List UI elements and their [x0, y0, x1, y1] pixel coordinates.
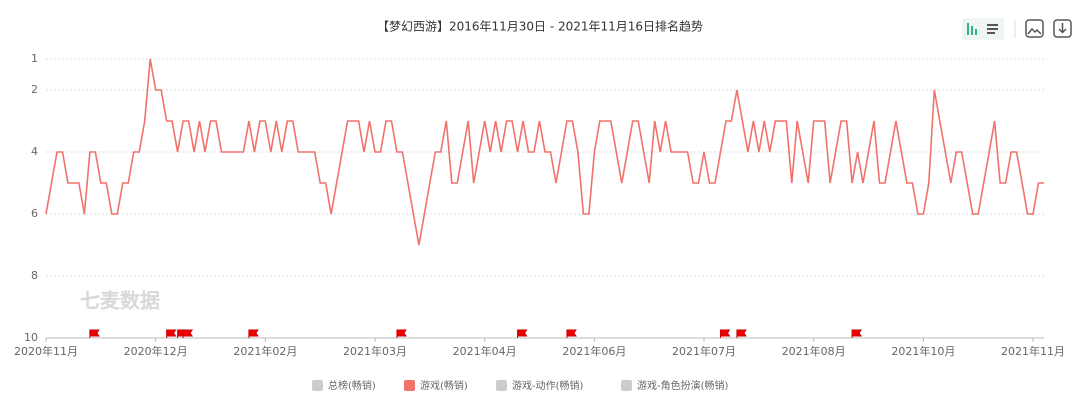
y-tick-label: 2	[31, 83, 38, 96]
icon	[967, 23, 969, 35]
x-tick-label: 2021年06月	[562, 344, 626, 358]
event-flag	[182, 329, 194, 338]
y-tick-label: 6	[31, 207, 38, 220]
event-flag	[248, 329, 259, 338]
image-button[interactable]	[1025, 19, 1044, 38]
line	[45, 58, 1044, 246]
chart-title: 【梦幻西游】2016年11月30日 - 2021年11月16日排名趋势	[377, 19, 703, 34]
y-tick-label: 8	[31, 269, 38, 282]
icon	[987, 24, 998, 26]
event-flag	[566, 329, 577, 338]
download-button[interactable]	[1053, 19, 1072, 38]
legend-label: 游戏-角色扮演(畅销)	[637, 379, 729, 392]
legend-label: 游戏(畅销)	[420, 379, 468, 392]
x-tick-label: 2021年03月	[343, 344, 407, 358]
x-tick-label: 2021年04月	[453, 344, 517, 358]
icon	[975, 29, 977, 35]
legend-label: 游戏-动作(畅销)	[512, 379, 584, 392]
legend-swatch	[621, 380, 632, 391]
x-tick-label: 2020年12月	[124, 344, 188, 358]
legend-swatch	[404, 380, 415, 391]
y-tick-label: 10	[24, 331, 38, 344]
event-flag	[89, 329, 100, 338]
x-tick-label: 2021年10月	[891, 344, 955, 358]
legend-swatch	[312, 380, 323, 391]
watermark: 七麦数据	[80, 289, 160, 313]
icon	[987, 28, 998, 30]
toolbar	[962, 18, 1072, 40]
x-tick-label: 2021年07月	[672, 344, 736, 358]
icon	[1027, 27, 1042, 35]
x-tick-label: 2021年08月	[782, 344, 846, 358]
legend-swatch	[496, 380, 507, 391]
x-tick-label: 2020年11月	[14, 344, 78, 358]
y-tick-label: 1	[31, 52, 38, 65]
icon	[987, 32, 995, 34]
y-tick-label: 4	[31, 145, 38, 158]
x-tick-label: 2021年02月	[233, 344, 297, 358]
event-flag	[517, 329, 528, 338]
x-tick-label: 2021年11月	[1001, 344, 1065, 358]
event-flag	[736, 329, 747, 338]
event-flag	[719, 329, 731, 338]
event-flag	[851, 329, 863, 338]
icon	[1058, 23, 1067, 34]
event-flag	[166, 329, 177, 338]
event-flag	[396, 329, 407, 338]
icon	[971, 26, 973, 35]
legend-label: 总榜(畅销)	[328, 379, 376, 392]
